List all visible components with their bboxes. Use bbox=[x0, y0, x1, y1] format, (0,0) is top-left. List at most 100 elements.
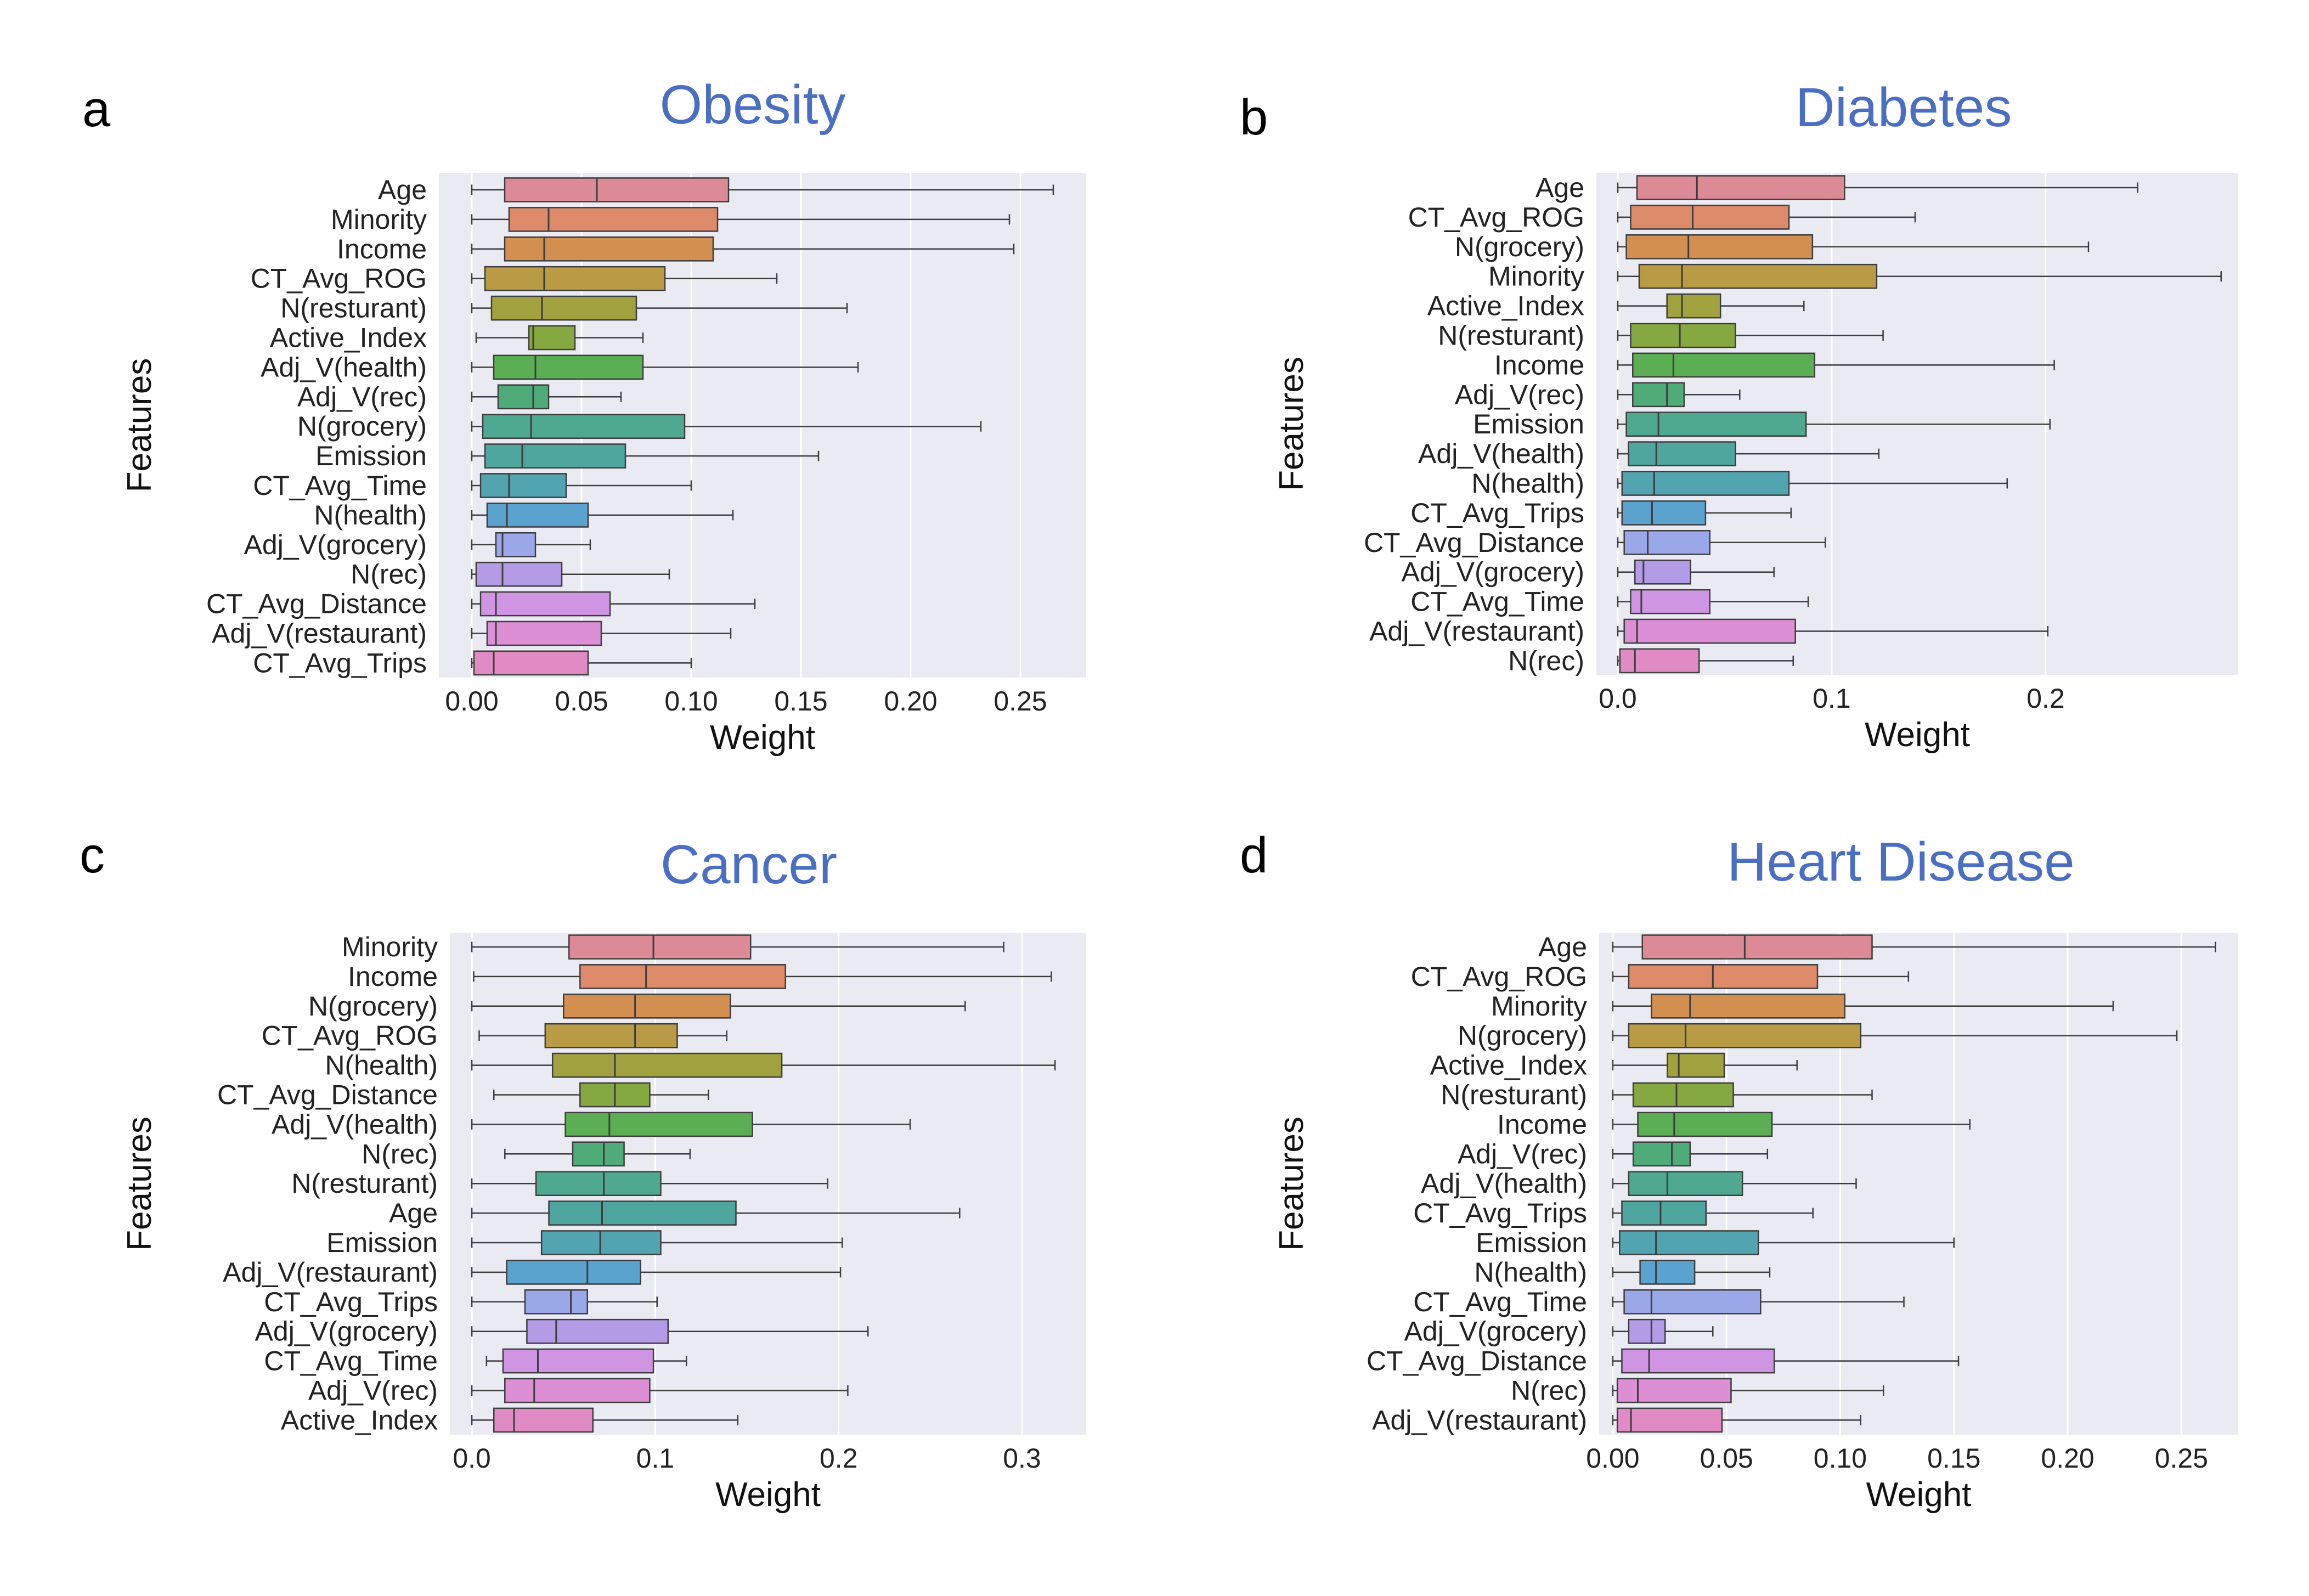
box-Emission: Emission bbox=[315, 441, 820, 471]
box-Active_Index: Active_Index bbox=[1430, 1050, 1798, 1081]
box-Minority: Minority bbox=[1488, 261, 2222, 292]
box-Adj_V(rec): Adj_V(rec) bbox=[1458, 1138, 1769, 1169]
box-body bbox=[486, 621, 602, 646]
x-tick-label: 0.3 bbox=[1003, 1443, 1041, 1474]
box-CT_Avg_ROG: CT_Avg_ROG bbox=[251, 263, 778, 294]
x-tick-label: 0.0 bbox=[1599, 683, 1637, 714]
feature-label: Adj_V(health) bbox=[1418, 438, 1584, 469]
box-CT_Avg_ROG: CT_Avg_ROG bbox=[1411, 961, 1910, 992]
feature-label: Minority bbox=[1491, 991, 1587, 1022]
feature-label: Adj_V(grocery) bbox=[1402, 557, 1584, 588]
box-body bbox=[528, 325, 576, 351]
box-body bbox=[1623, 618, 1796, 644]
box-body bbox=[551, 1052, 783, 1078]
feature-label: Emission bbox=[315, 441, 427, 471]
box-body bbox=[484, 443, 626, 469]
box-body bbox=[1630, 589, 1710, 614]
box-body bbox=[1632, 1082, 1734, 1108]
box-CT_Avg_Time: CT_Avg_Time bbox=[1413, 1287, 1905, 1317]
x-tick-label: 0.2 bbox=[2026, 683, 2065, 714]
box-body bbox=[563, 993, 731, 1019]
feature-label: N(health) bbox=[1471, 468, 1584, 499]
box-body bbox=[1628, 964, 1819, 989]
x-axis-label: Weight bbox=[1866, 1476, 1972, 1514]
feature-label: N(rec) bbox=[351, 559, 427, 590]
box-body bbox=[484, 266, 666, 291]
feature-label: N(grocery) bbox=[308, 991, 438, 1022]
box-body bbox=[486, 503, 589, 528]
box-Adj_V(health): Adj_V(health) bbox=[261, 352, 859, 382]
box-N(grocery): N(grocery) bbox=[1458, 1020, 2178, 1051]
box-body bbox=[1651, 993, 1846, 1019]
feature-label: Active_Index bbox=[1430, 1050, 1587, 1081]
feature-label: Active_Index bbox=[1427, 291, 1584, 322]
box-CT_Avg_Distance: CT_Avg_Distance bbox=[217, 1080, 709, 1110]
box-CT_Avg_Time: CT_Avg_Time bbox=[264, 1346, 687, 1377]
feature-label: CT_Avg_Trips bbox=[264, 1287, 438, 1317]
box-Emission: Emission bbox=[1473, 409, 2051, 439]
box-Adj_V(rec): Adj_V(rec) bbox=[308, 1375, 849, 1406]
feature-label: CT_Avg_ROG bbox=[1411, 961, 1587, 992]
box-N(resturant): N(resturant) bbox=[1438, 320, 1884, 351]
x-tick-label: 0.25 bbox=[993, 686, 1047, 717]
box-body bbox=[1616, 1378, 1732, 1403]
feature-label: Minority bbox=[1488, 261, 1584, 292]
box-body bbox=[482, 414, 686, 439]
box-Income: Income bbox=[1497, 1109, 1971, 1140]
y-axis-label: Features bbox=[121, 1116, 159, 1251]
feature-label: N(grocery) bbox=[1458, 1020, 1587, 1051]
box-body bbox=[1628, 1023, 1862, 1048]
feature-label: CT_Avg_Trips bbox=[1410, 498, 1584, 528]
box-body bbox=[479, 473, 567, 498]
feature-label: CT_Avg_Time bbox=[253, 470, 427, 501]
box-body bbox=[535, 1171, 662, 1197]
box-body bbox=[568, 934, 752, 960]
y-axis-label: Features bbox=[121, 358, 159, 493]
box-body bbox=[497, 384, 550, 410]
feature-label: Income bbox=[348, 961, 438, 992]
feature-label: Adj_V(restaurant) bbox=[1372, 1405, 1587, 1435]
feature-label: N(health) bbox=[325, 1050, 438, 1081]
x-tick-label: 0.15 bbox=[774, 686, 827, 717]
feature-label: CT_Avg_Trips bbox=[1413, 1198, 1587, 1228]
box-body bbox=[1625, 234, 1814, 260]
box-body bbox=[526, 1318, 669, 1344]
box-body bbox=[1628, 1171, 1743, 1197]
feature-label: Adj_V(rec) bbox=[297, 381, 427, 412]
box-Adj_V(grocery): Adj_V(grocery) bbox=[1402, 557, 1775, 588]
box-body bbox=[1621, 500, 1707, 526]
feature-label: N(resturant) bbox=[291, 1168, 438, 1199]
box-body bbox=[502, 1348, 654, 1374]
feature-label: Adj_V(grocery) bbox=[255, 1316, 438, 1347]
box-body bbox=[1632, 382, 1685, 408]
feature-label: Adj_V(health) bbox=[272, 1109, 438, 1140]
box-CT_Avg_ROG: CT_Avg_ROG bbox=[1408, 202, 1916, 233]
box-body bbox=[493, 354, 644, 380]
x-tick-label: 0.2 bbox=[820, 1443, 858, 1474]
x-axis-label: Weight bbox=[715, 1476, 821, 1514]
box-body bbox=[1666, 293, 1721, 319]
box-body bbox=[1639, 1260, 1696, 1285]
box-body bbox=[479, 591, 611, 617]
box-Adj_V(grocery): Adj_V(grocery) bbox=[1404, 1316, 1714, 1347]
x-tick-label: 0.20 bbox=[884, 686, 937, 717]
box-Adj_V(health): Adj_V(health) bbox=[1418, 438, 1880, 469]
box-body bbox=[506, 1260, 641, 1285]
feature-label: N(rec) bbox=[1511, 1375, 1587, 1406]
box-body bbox=[524, 1289, 588, 1315]
feature-label: Adj_V(rec) bbox=[308, 1375, 438, 1406]
feature-label: CT_Avg_ROG bbox=[251, 263, 427, 294]
box-Adj_V(restaurant): Adj_V(restaurant) bbox=[1369, 616, 2049, 647]
x-tick-label: 0.05 bbox=[555, 686, 608, 717]
box-Minority: Minority bbox=[1491, 991, 2114, 1022]
feature-label: CT_Avg_Time bbox=[1413, 1287, 1587, 1317]
box-Income: Income bbox=[337, 234, 1015, 264]
box-CT_Avg_Distance: CT_Avg_Distance bbox=[1367, 1346, 1960, 1377]
feature-label: Age bbox=[1535, 172, 1584, 203]
feature-label: CT_Avg_Time bbox=[1410, 586, 1584, 617]
box-body bbox=[1636, 175, 1845, 200]
feature-label: Age bbox=[1538, 932, 1587, 962]
box-CT_Avg_Trips: CT_Avg_Trips bbox=[253, 647, 692, 678]
box-body bbox=[1667, 1052, 1725, 1078]
